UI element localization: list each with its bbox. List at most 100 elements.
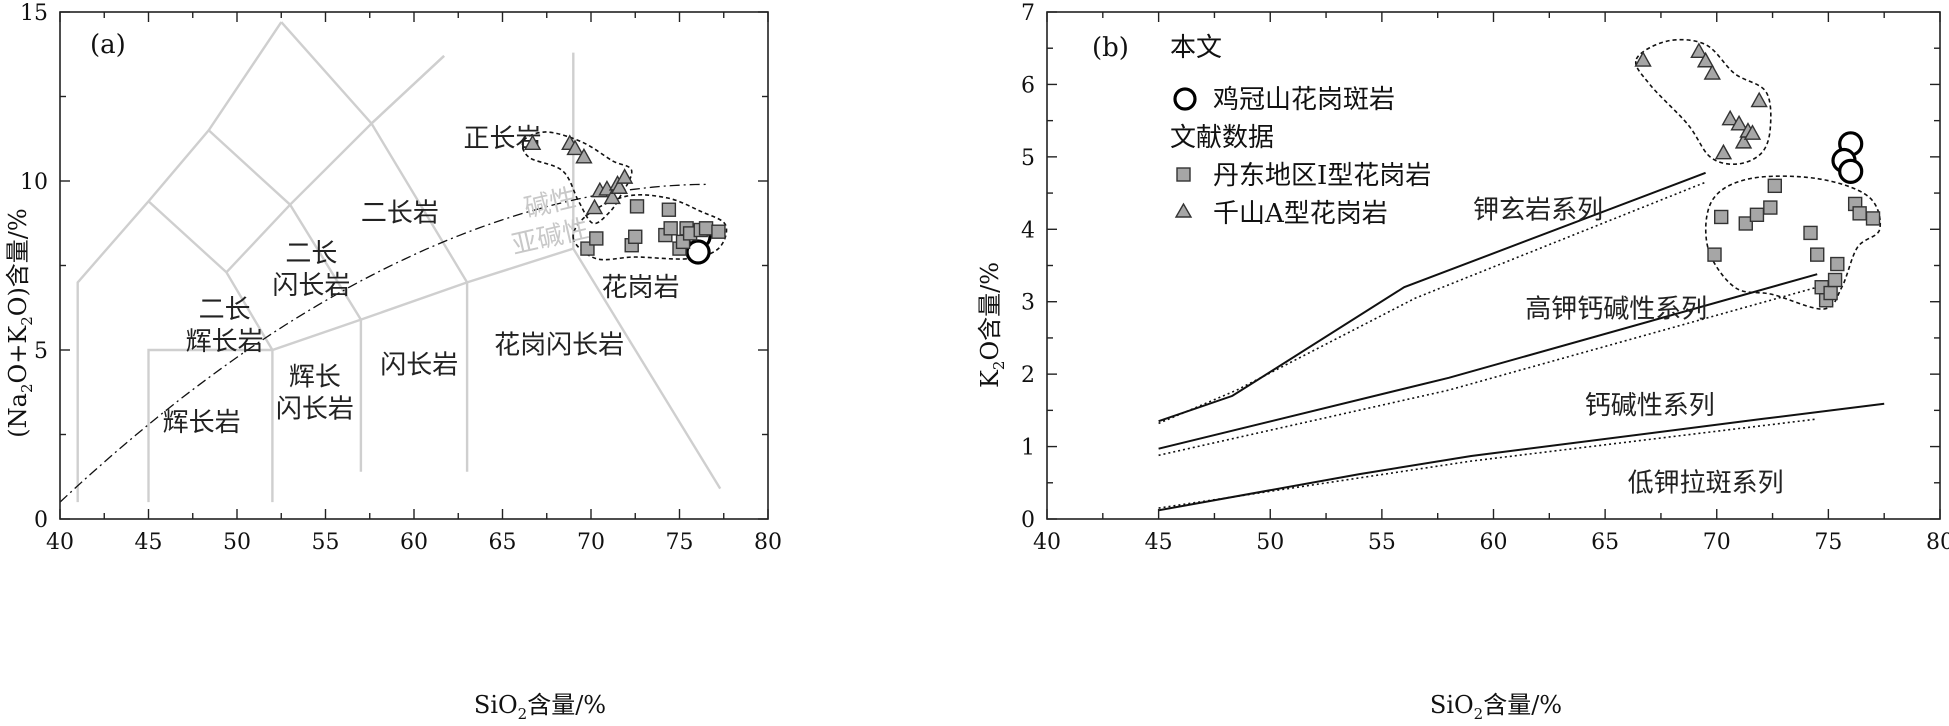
x-tick-label: 50 (1256, 530, 1284, 555)
rock-field-label: 二长闪长岩 (272, 239, 350, 301)
panel-a-data-points (523, 134, 726, 265)
panel-b-data-points (1634, 42, 1881, 308)
a-type-granite-point (575, 147, 593, 164)
rock-field-label-line: 二长 (285, 239, 337, 269)
rock-field-label: 二长辉长岩 (186, 295, 264, 357)
i-type-granite-point (629, 199, 645, 214)
legend-item-jiguanshan: 鸡冠山花岗斑岩 (1213, 85, 1395, 115)
rock-field-label-line: 辉长 (289, 362, 341, 392)
y-tick-label: 5 (34, 339, 48, 364)
rock-field-label-line: 闪长岩 (272, 271, 350, 301)
panel-a-plot-frame (59, 11, 769, 520)
series-boundary-solid (1158, 402, 1885, 512)
x-tick-label: 75 (1814, 530, 1842, 555)
a-type-granite-point (615, 168, 634, 184)
a-type-granite-point (1721, 109, 1739, 126)
panel-a-label: (a) (90, 30, 126, 60)
series-boundary-solid (1158, 171, 1706, 423)
rock-field-label-line: 二长岩 (361, 199, 439, 229)
i-type-granite-point (661, 202, 677, 217)
x-tick-label: 65 (489, 530, 517, 555)
a-type-granite-point (1743, 124, 1762, 140)
a-type-granite-point (1730, 114, 1748, 131)
tas-field-boundary (147, 247, 574, 503)
tas-field-boundary (370, 55, 445, 125)
x-tick-label: 55 (312, 530, 340, 555)
y-tick-label: 15 (20, 1, 48, 26)
legend-marker-square (1176, 167, 1191, 182)
jiguanshan-granite-porphyry-point (1838, 158, 1864, 184)
x-tick-label: 45 (135, 530, 163, 555)
x-tick-label: 70 (577, 530, 605, 555)
i-type-granite-point (1827, 272, 1843, 288)
a-type-granite-point (523, 134, 542, 151)
y-tick-label: 5 (1021, 146, 1035, 171)
i-type-granite-point (1767, 178, 1782, 194)
rock-field-label: 花岗岩 (602, 273, 680, 303)
x-tick-label: 75 (666, 530, 694, 555)
rock-field-label-line: 二长 (199, 295, 251, 325)
y-tick-label: 3 (1021, 291, 1035, 316)
a-type-granite-point (603, 188, 621, 205)
a-type-granite-point (610, 178, 629, 194)
x-tick-label: 80 (754, 530, 782, 555)
i-type-granite-point (589, 231, 604, 246)
rock-field-label-line: 辉长岩 (163, 408, 241, 438)
i-type-granite-point (1823, 285, 1838, 301)
a-type-granite-point (1696, 51, 1715, 68)
i-type-granite-point (1707, 247, 1722, 262)
tas-field-boundary (280, 21, 469, 472)
tas-field-boundary (572, 247, 722, 490)
magma-series-label: 钾玄岩系列 (1473, 195, 1603, 225)
legend-item-dandong: 丹东地区I型花岗岩 (1213, 161, 1431, 191)
a-type-granite-point (1634, 51, 1652, 67)
a-type-granite-point (1714, 143, 1733, 160)
y-tick-label: 4 (1021, 218, 1035, 243)
y-tick-label: 6 (1021, 73, 1035, 98)
series-boundary-dotted (1158, 418, 1818, 509)
i-type-granite-point (628, 229, 643, 244)
magma-series-label: 低钾拉斑系列 (1628, 468, 1784, 498)
panel-b-x-axis-title: SiO2含量/% (1430, 691, 1562, 723)
rock-field-label: 闪长岩 (380, 351, 458, 381)
a-type-granite-point (1690, 42, 1708, 59)
x-tick-label: 70 (1703, 530, 1731, 555)
magma-series-label: 高钾钙碱性系列 (1525, 295, 1707, 325)
i-type-granite-point (1738, 216, 1753, 231)
y-tick-label: 7 (1021, 1, 1035, 26)
x-tick-label: 40 (46, 530, 74, 555)
y-tick-label: 10 (20, 170, 48, 195)
a-type-granite-outline-b (1634, 38, 1772, 166)
legend-item-qianshan: 千山A型花岗岩 (1213, 199, 1388, 229)
y-tick-label: 0 (34, 508, 48, 533)
tas-field-boundary (207, 129, 363, 472)
i-type-granite-point (1810, 247, 1825, 262)
i-type-granite-outline-b (1704, 175, 1882, 310)
rock-field-label: 花岗闪长岩 (494, 330, 624, 360)
a-type-granite-point (1750, 91, 1768, 108)
panel-b-label: (b) (1092, 33, 1129, 63)
x-tick-label: 80 (1926, 530, 1949, 555)
series-boundary-solid (1158, 273, 1818, 450)
rock-field-label-line: 花岗闪长岩 (494, 330, 624, 360)
i-type-granite-point (1852, 206, 1867, 221)
x-tick-label: 50 (223, 530, 251, 555)
legend-marker-triangle (1174, 202, 1193, 218)
y-tick-label: 0 (1021, 508, 1035, 533)
a-type-granite-point (566, 139, 584, 156)
rock-field-label-line: 花岗岩 (602, 273, 680, 303)
rock-field-label-line: 闪长岩 (380, 351, 458, 381)
x-tick-label: 45 (1145, 530, 1173, 555)
i-type-granite-point (1865, 211, 1881, 226)
legend-heading-literature: 文献数据 (1170, 123, 1274, 153)
a-type-granite-outline (521, 131, 633, 225)
series-boundary-dotted (1158, 181, 1706, 425)
x-tick-label: 40 (1033, 530, 1061, 555)
y-tick-label: 2 (1021, 363, 1035, 388)
a-type-granite-point (1703, 64, 1721, 80)
